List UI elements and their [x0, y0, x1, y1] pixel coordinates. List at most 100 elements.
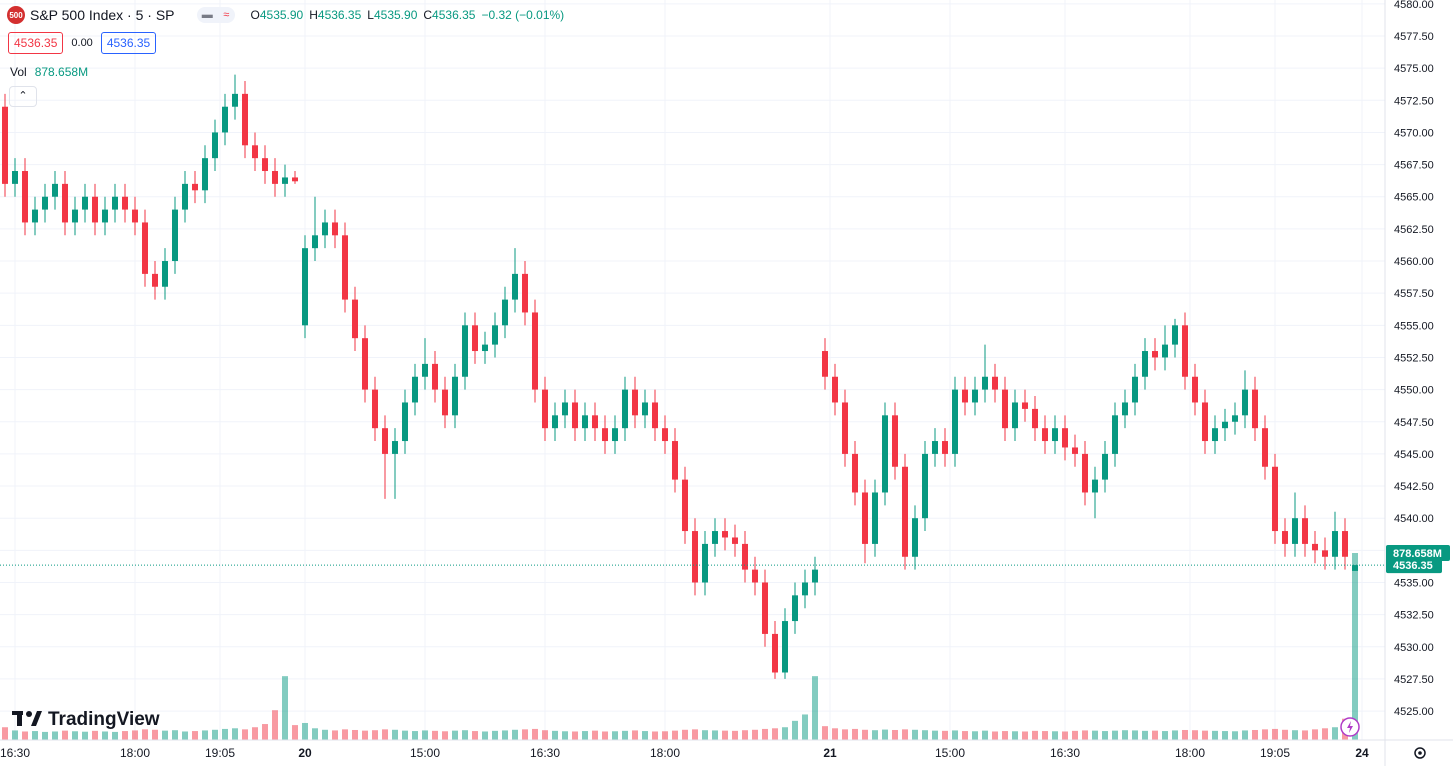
volume-bar: [1212, 730, 1218, 740]
volume-bar: [632, 730, 638, 740]
volume-bar: [542, 730, 548, 740]
candle-body: [1072, 447, 1078, 454]
candle-body: [382, 428, 388, 454]
candle-body: [272, 171, 278, 184]
y-tick-label: 4580.00: [1394, 0, 1434, 11]
candle-body: [672, 441, 678, 480]
candle-body: [992, 376, 998, 390]
high-value: 4536.35: [317, 8, 362, 22]
volume-bar: [512, 729, 518, 740]
volume-bar: [662, 731, 668, 740]
volume-bar: [442, 731, 448, 740]
volume-bar: [642, 731, 648, 740]
x-tick-label: 18:00: [1175, 746, 1205, 760]
candle-body: [1332, 531, 1338, 557]
status-pill[interactable]: ▬ ≈: [196, 7, 235, 23]
volume-bar: [1132, 730, 1138, 740]
candle-body: [1212, 428, 1218, 442]
candle-body: [172, 209, 178, 262]
bid-button[interactable]: 4536.35: [8, 32, 64, 54]
candle-body: [652, 402, 658, 429]
candle-body: [422, 363, 428, 377]
volume-bar: [432, 730, 438, 740]
volume-bar: [552, 730, 558, 740]
volume-bar: [72, 731, 78, 740]
volume-bar: [422, 730, 428, 740]
ask-button[interactable]: 4536.35: [100, 32, 157, 54]
candle-body: [632, 389, 638, 416]
candle-body: [1182, 325, 1188, 377]
y-tick-label: 4542.50: [1394, 481, 1434, 493]
volume-bar: [1142, 730, 1148, 740]
volume-legend: Vol 878.658M: [10, 65, 88, 79]
candle-body: [692, 531, 698, 583]
candle-body: [552, 415, 558, 429]
volume-bar: [122, 731, 128, 740]
volume-bar: [782, 727, 788, 740]
y-tick-label: 4525.00: [1394, 706, 1434, 718]
volume-bar: [532, 728, 538, 740]
candle-body: [1042, 428, 1048, 442]
symbol-title[interactable]: S&P 500 Index · 5 · SP: [30, 7, 175, 23]
y-tick-label: 4565.00: [1394, 192, 1434, 204]
volume-bar: [712, 730, 718, 740]
legend-row: 500 S&P 500 Index · 5 · SP ▬ ≈ O 4535.90 H…: [7, 6, 564, 24]
volume-bar: [832, 728, 838, 740]
y-tick-label: 4560.00: [1394, 256, 1434, 268]
y-tick-label: 4567.50: [1394, 160, 1434, 172]
volume-bar: [22, 731, 28, 740]
volume-bar: [1352, 553, 1358, 740]
volume-bar: [1082, 730, 1088, 740]
y-tick-label: 4570.00: [1394, 127, 1434, 139]
volume-bar: [472, 731, 478, 740]
volume-bar: [562, 731, 568, 740]
volume-bar: [1232, 731, 1238, 740]
volume-bar: [42, 731, 48, 740]
volume-bar: [292, 725, 298, 740]
candle-body: [532, 312, 538, 390]
y-tick-label: 4550.00: [1394, 385, 1434, 397]
candle-body: [842, 402, 848, 454]
candle-body: [52, 183, 58, 197]
volume-bar: [862, 729, 868, 740]
candle-body: [1082, 453, 1088, 493]
candle-body: [1142, 351, 1148, 377]
volume-bar: [802, 714, 808, 740]
spread: 0.00: [71, 37, 93, 49]
candle-body: [1032, 408, 1038, 429]
candle-body: [72, 209, 78, 223]
volume-bar: [152, 729, 158, 740]
volume-bar: [1262, 729, 1268, 740]
candle-body: [1302, 518, 1308, 544]
volume-bar: [1022, 731, 1028, 740]
candle-body: [232, 93, 238, 107]
candle-body: [1162, 344, 1168, 358]
volume-bar: [592, 730, 598, 740]
volume-bar: [1192, 730, 1198, 740]
settings-button[interactable]: [1414, 747, 1426, 759]
volume-bar: [1322, 728, 1328, 740]
candle-body: [392, 441, 398, 454]
volume-bar: [362, 730, 368, 740]
candle-body: [1022, 402, 1028, 409]
x-tick-label: 16:30: [530, 746, 560, 760]
y-tick-label: 4527.50: [1394, 674, 1434, 686]
y-tick-label: 4535.00: [1394, 577, 1434, 589]
candle-body: [662, 428, 668, 442]
candle-body: [162, 261, 168, 287]
candle-body: [572, 402, 578, 429]
candle-body: [962, 389, 968, 403]
volume-bar: [822, 726, 828, 740]
volume-bar: [842, 729, 848, 740]
flash-icon: [1347, 721, 1353, 733]
candle-body: [682, 479, 688, 532]
collapse-button[interactable]: ⌃: [9, 86, 37, 107]
volume-bar: [912, 729, 918, 740]
y-tick-label: 4530.00: [1394, 642, 1434, 654]
volume-bar: [722, 730, 728, 740]
volume-bar: [982, 730, 988, 740]
y-tick-label: 4552.50: [1394, 352, 1434, 364]
volume-bar: [692, 729, 698, 740]
volume-bar: [892, 729, 898, 740]
volume-bar: [392, 729, 398, 740]
